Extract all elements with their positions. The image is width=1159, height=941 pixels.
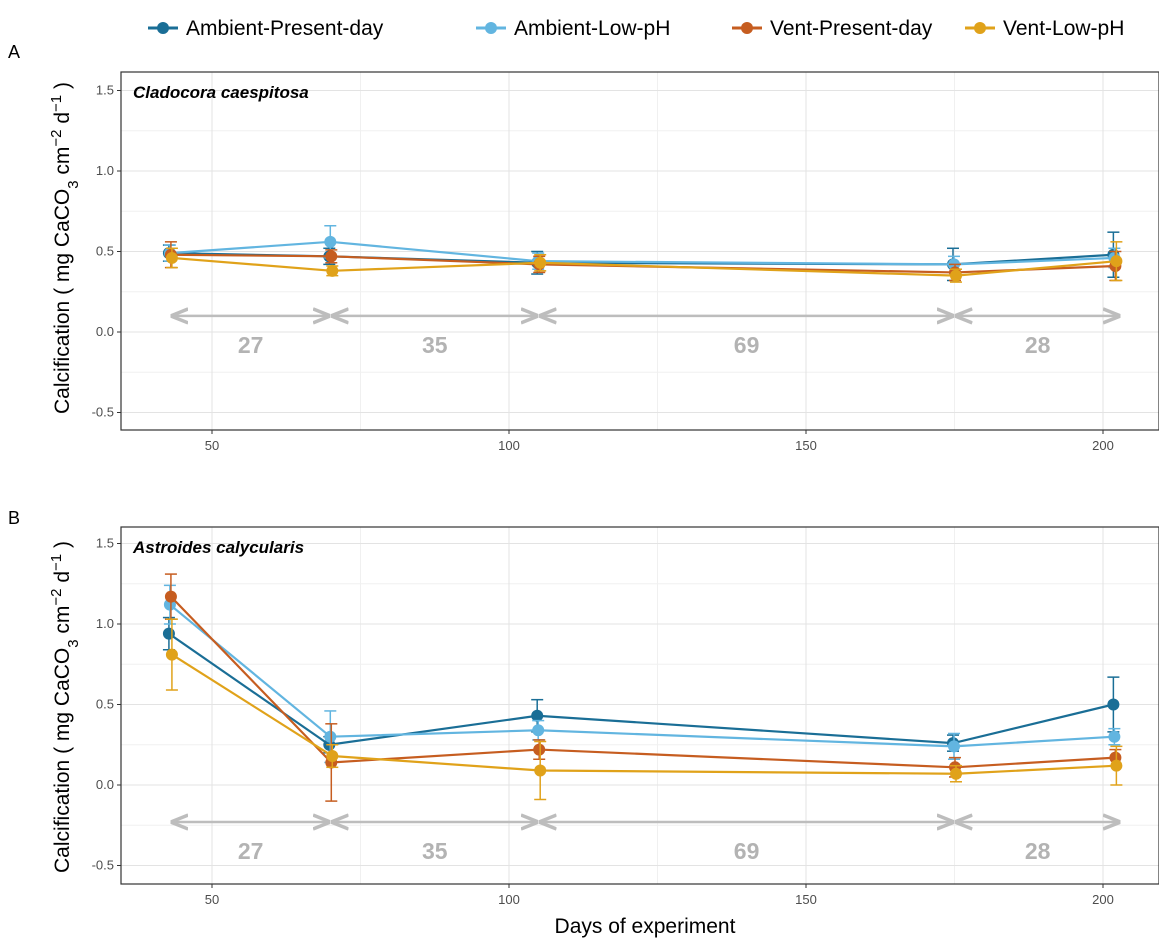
interval-35: 35 — [333, 822, 537, 864]
data-point — [165, 251, 178, 264]
x-axis-title: Days of experiment — [555, 915, 736, 938]
panel-a: A -0.5 0.0 0.5 1.0 1.5 50 100 150 200 Cladocora c… — [8, 42, 1159, 453]
x-tick-label: 150 — [795, 892, 817, 907]
interval-28: 28 — [957, 316, 1119, 358]
x-tick-label: 100 — [498, 892, 520, 907]
data-point — [534, 764, 547, 777]
panel-letter-a: A — [8, 42, 20, 62]
interval-28: 28 — [957, 822, 1119, 864]
y-tick-label: 0.0 — [96, 777, 114, 792]
y-tick-label: 1.5 — [96, 536, 114, 551]
svg-text:Calcification ( mg CaCO3 cm−2: Calcification ( mg CaCO3 cm−2 d−1 ) — [48, 82, 82, 414]
x-tick-label: 150 — [795, 438, 817, 453]
data-point — [948, 740, 960, 753]
y-axis-title-b: Calcification ( mg CaCO3 cm−2 d−1 ) — [48, 541, 82, 873]
plot-border — [120, 526, 1159, 885]
interval-label: 28 — [1025, 332, 1051, 358]
series-vent-present-day — [164, 573, 1122, 802]
data-point — [1110, 255, 1123, 268]
data-point — [1108, 730, 1121, 743]
legend-label: Vent-Present-day — [770, 17, 933, 40]
interval-69: 69 — [541, 822, 953, 864]
data-point — [162, 627, 175, 640]
interval-label: 28 — [1025, 838, 1051, 864]
data-point — [532, 724, 545, 737]
y-tick-label: -0.5 — [92, 858, 114, 873]
svg-text:Calcification ( mg CaCO3 cm−2: Calcification ( mg CaCO3 cm−2 d−1 ) — [48, 541, 82, 873]
interval-69: 69 — [541, 316, 953, 358]
interval-label: 35 — [422, 838, 448, 864]
y-tick-label: 1.5 — [96, 83, 114, 98]
interval-27: 27 — [172, 822, 328, 864]
data-point — [165, 648, 178, 661]
legend: Ambient-Present-day Ambient-Low-pH Vent-Pr… — [148, 17, 1124, 40]
legend-key-vent-present-day: Vent-Present-day — [732, 17, 933, 40]
data-point — [534, 256, 547, 269]
data-point — [326, 264, 339, 277]
data-point — [1110, 759, 1123, 772]
x-tick-label: 200 — [1092, 438, 1114, 453]
legend-label: Ambient-Low-pH — [514, 17, 670, 40]
legend-key-ambient-low-ph: Ambient-Low-pH — [476, 17, 670, 40]
species-title: Cladocora caespitosa — [133, 83, 309, 102]
legend-marker — [485, 22, 497, 34]
interval-label: 27 — [238, 838, 264, 864]
data-point — [531, 709, 544, 722]
interval-27: 27 — [172, 316, 328, 358]
y-tick-label: 0.0 — [96, 324, 114, 339]
data-point — [950, 767, 962, 780]
legend-key-ambient-present-day: Ambient-Present-day — [148, 17, 384, 40]
x-tick-label: 200 — [1092, 892, 1114, 907]
data-point — [325, 250, 338, 263]
y-tick-label: 1.0 — [96, 616, 114, 631]
x-tick-label: 50 — [205, 438, 219, 453]
y-axis-title-a: Calcification ( mg CaCO3 cm−2 d−1 ) — [48, 82, 82, 414]
data-point — [326, 750, 339, 763]
interval-35: 35 — [333, 316, 537, 358]
interval-label: 27 — [238, 332, 264, 358]
species-title: Astroides calycularis — [132, 538, 304, 557]
data-point — [950, 269, 962, 282]
legend-label: Vent-Low-pH — [1003, 17, 1124, 40]
legend-marker — [157, 22, 169, 34]
series-vent-low-ph — [165, 618, 1123, 801]
data-point — [1107, 698, 1120, 711]
series-vent-low-ph — [165, 241, 1123, 283]
legend-marker — [741, 22, 753, 34]
interval-label: 35 — [422, 332, 448, 358]
data-point — [164, 590, 177, 603]
y-tick-label: 0.5 — [96, 244, 114, 259]
interval-label: 69 — [734, 838, 760, 864]
x-tick-label: 100 — [498, 438, 520, 453]
data-point — [324, 235, 337, 248]
panel-letter-b: B — [8, 508, 20, 528]
legend-marker — [974, 22, 986, 34]
y-tick-label: 0.5 — [96, 697, 114, 712]
data-point — [324, 730, 337, 743]
panel-b: B -0.5 0.0 0.5 1.0 1.5 50 100 150 200 Astroides c… — [8, 508, 1159, 907]
legend-key-vent-low-ph: Vent-Low-pH — [965, 17, 1124, 40]
legend-label: Ambient-Present-day — [186, 17, 384, 40]
interval-label: 69 — [734, 332, 760, 358]
data-point — [533, 743, 546, 756]
y-tick-label: -0.5 — [92, 405, 114, 420]
y-tick-label: 1.0 — [96, 163, 114, 178]
x-tick-label: 50 — [205, 892, 219, 907]
